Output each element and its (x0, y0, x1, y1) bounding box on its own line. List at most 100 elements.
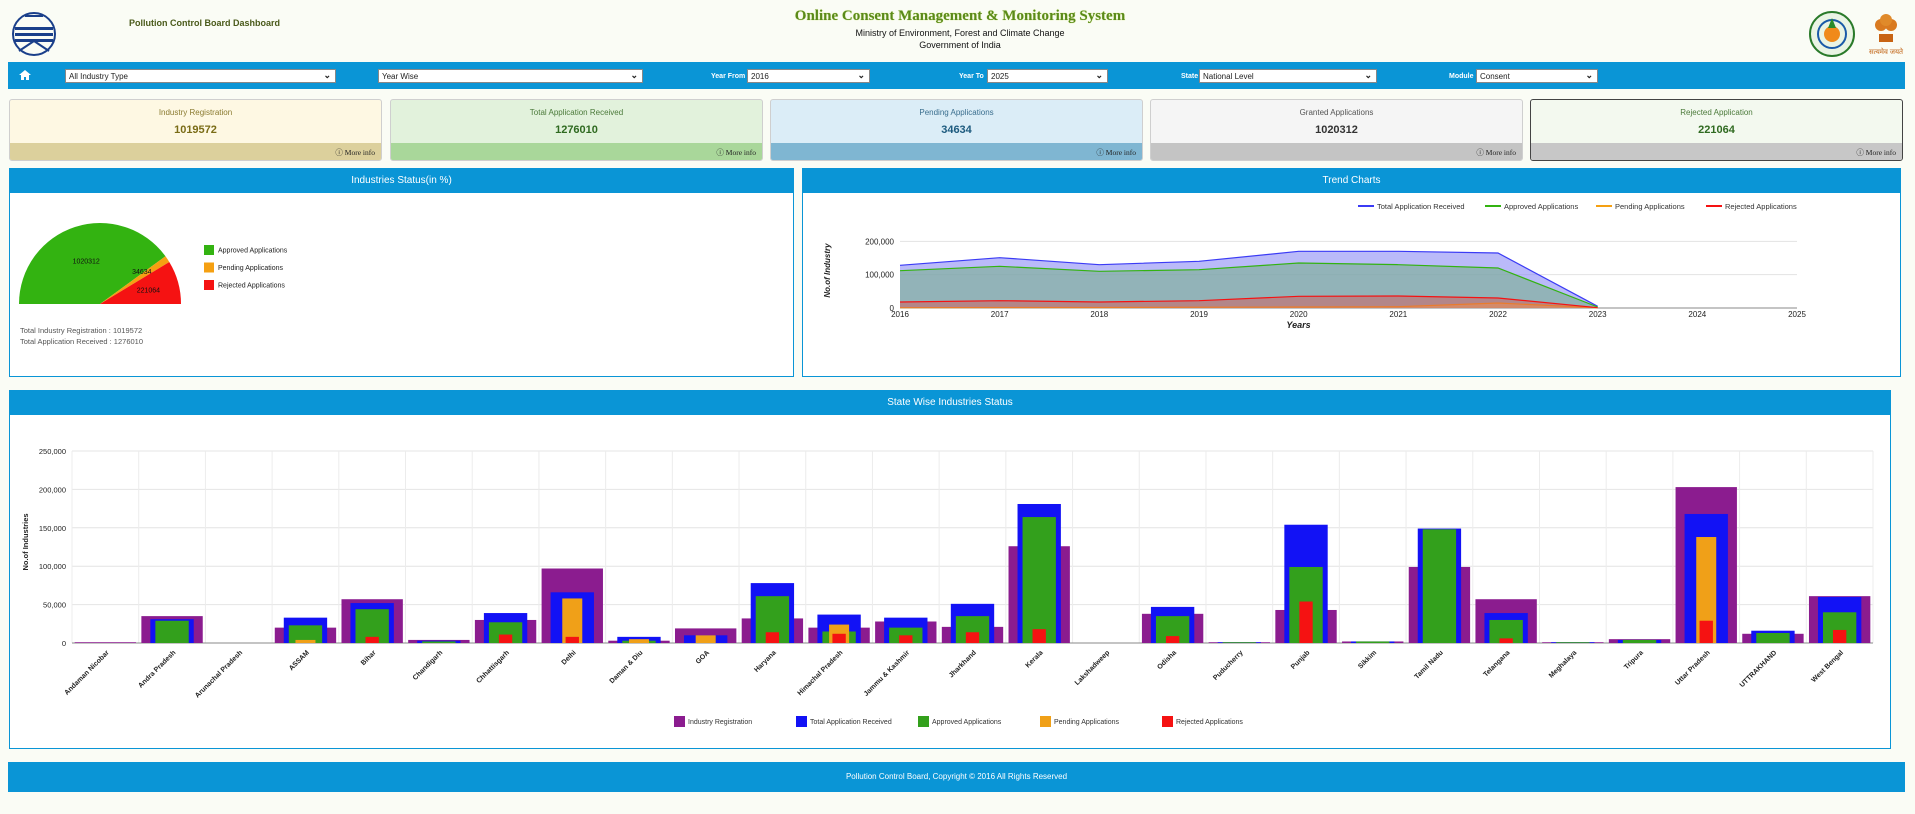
industries-status-panel: Industries Status(in %) 1020312 34634 2210… (9, 168, 794, 377)
bar (1356, 641, 1390, 643)
legend-label: Approved Applications (1504, 202, 1578, 211)
legend-label: Pending Applications (1054, 719, 1119, 726)
state-bar-chart: 0 50,000 100,000 150,000 200,000 250,000 No.of… (21, 447, 1874, 727)
bar (1032, 629, 1046, 643)
home-icon[interactable] (18, 69, 32, 81)
legend-swatch (674, 716, 685, 727)
box-value: 1019572 (174, 124, 217, 136)
chevron-down-icon: ⌄ (323, 70, 331, 80)
info-icon: ⓘ (335, 148, 345, 157)
more-info-link[interactable]: ⓘ More info (10, 143, 381, 160)
x-tick-label: Sikkim (1357, 649, 1378, 670)
x-tick-label: Odisha (1156, 649, 1178, 671)
x-tick-label: 2019 (1190, 310, 1208, 319)
year-from-value: 2016 (751, 72, 769, 81)
module-label: Module (1449, 73, 1474, 80)
pie-slice (100, 256, 170, 304)
box-title: Rejected Application (1680, 108, 1753, 117)
x-tick-label: Jharkhand (948, 649, 978, 679)
legend-label: Rejected Applications (1725, 202, 1797, 211)
legend-label: Total Application Received (810, 719, 892, 726)
bar (1832, 629, 1847, 643)
bar (565, 636, 579, 643)
trend-charts-panel: Trend Charts 0 100,000 200,000 2016 2017 2018… (802, 168, 1901, 377)
x-tick-label: Arunachal Pradesh (194, 649, 244, 699)
emblem-caption: सत्यमेव जयते (1868, 49, 1904, 56)
x-tick-label: Kerala (1025, 649, 1045, 669)
x-tick-label: 2021 (1389, 310, 1407, 319)
y-tick-label: 100,000 (865, 271, 894, 280)
pie-slice-label: 34634 (132, 269, 152, 276)
bar (765, 632, 780, 643)
total-registration-text: Total Industry Registration : 1019572 (20, 326, 143, 335)
y-tick-label: 50,000 (43, 601, 66, 610)
bar (562, 598, 583, 643)
box-value: 1276010 (555, 124, 598, 136)
bar (1499, 638, 1513, 643)
more-info-link[interactable]: ⓘ More info (1151, 143, 1522, 160)
info-icon: ⓘ (1476, 148, 1486, 157)
state-select[interactable]: National Level ⌄ (1199, 69, 1377, 83)
y-tick-label: 0 (890, 304, 895, 313)
panel-title: State Wise Industries Status (10, 391, 1890, 415)
year-to-value: 2025 (991, 72, 1009, 81)
pie-slice-label: 1020312 (73, 259, 100, 266)
legend-label: Total Application Received (1377, 202, 1465, 211)
bar (1022, 517, 1056, 643)
more-info-link[interactable]: ⓘ More info (391, 143, 762, 160)
y-tick-label: 0 (62, 639, 66, 648)
cpcb-logo (12, 12, 56, 56)
pie-slice (100, 262, 181, 304)
bar (695, 635, 716, 643)
legend-swatch (1040, 716, 1051, 727)
y-tick-label: 150,000 (39, 524, 66, 533)
module-select[interactable]: Consent ⌄ (1476, 69, 1598, 83)
bar (365, 636, 379, 643)
series-line (899, 250, 1598, 307)
y-tick-label: 200,000 (39, 485, 66, 494)
panel-title: Industries Status(in %) (10, 169, 793, 193)
period-type-select[interactable]: Year Wise ⌄ (378, 69, 643, 83)
industry-type-select[interactable]: All Industry Type ⌄ (65, 69, 336, 83)
bar (488, 622, 523, 643)
legend-swatch (796, 716, 807, 727)
national-emblem-icon (1875, 14, 1897, 42)
filter-bar: All Industry Type ⌄ Year Wise ⌄ Year From … (8, 62, 1905, 89)
x-tick-label: 2017 (991, 310, 1009, 319)
legend-swatch (1162, 716, 1173, 727)
more-info-link[interactable]: ⓘ More info (1531, 143, 1902, 160)
bar (1556, 642, 1590, 643)
x-tick-label: 2020 (1290, 310, 1308, 319)
bar (1696, 537, 1717, 643)
x-tick-label: UTTRAKHAND (1739, 649, 1779, 689)
bar (155, 620, 189, 643)
y-tick-label: 200,000 (865, 237, 894, 246)
legend-swatch (204, 262, 214, 273)
trend-area-chart: 0 100,000 200,000 2016 2017 2018 2019 2020 2021 2… (823, 202, 1806, 330)
header: Pollution Control Board Dashboard Online… (0, 0, 1915, 62)
chevron-down-icon: ⌄ (857, 70, 865, 80)
x-tick-label: Andaman Nicobar (63, 649, 111, 697)
chevron-down-icon: ⌄ (630, 70, 638, 80)
x-tick-label: Chandigarh (412, 649, 444, 681)
x-tick-label: Lakshadweep (1074, 649, 1111, 686)
bar (1222, 642, 1256, 643)
ministry-name: Ministry of Environment, Forest and Clim… (855, 28, 1065, 38)
legend-label: Pending Applications (218, 265, 283, 272)
legend-label: Rejected Applications (1176, 719, 1243, 726)
year-from-select[interactable]: 2016 ⌄ (747, 69, 870, 83)
more-info-label: More info (1865, 148, 1896, 157)
year-to-select[interactable]: 2025 ⌄ (987, 69, 1108, 83)
x-tick-label: Tripura (1623, 649, 1645, 671)
industry-registration-box: Industry Registration 1019572 ⓘ More inf… (9, 99, 382, 161)
more-info-link[interactable]: ⓘ More info (771, 143, 1142, 160)
x-tick-label: Andra Pradesh (137, 649, 177, 689)
brand-title: Pollution Control Board Dashboard (129, 18, 280, 28)
state-wise-panel: State Wise Industries Status 0 50,000 100,… (9, 390, 1891, 749)
bar (422, 641, 456, 643)
bar (1299, 601, 1313, 643)
pie-slice (19, 223, 166, 304)
total-received-text: Total Application Received : 1276010 (20, 337, 144, 346)
bar (899, 635, 913, 643)
status-pie-chart: 1020312 34634 221064 Approved Applications P… (19, 223, 288, 304)
